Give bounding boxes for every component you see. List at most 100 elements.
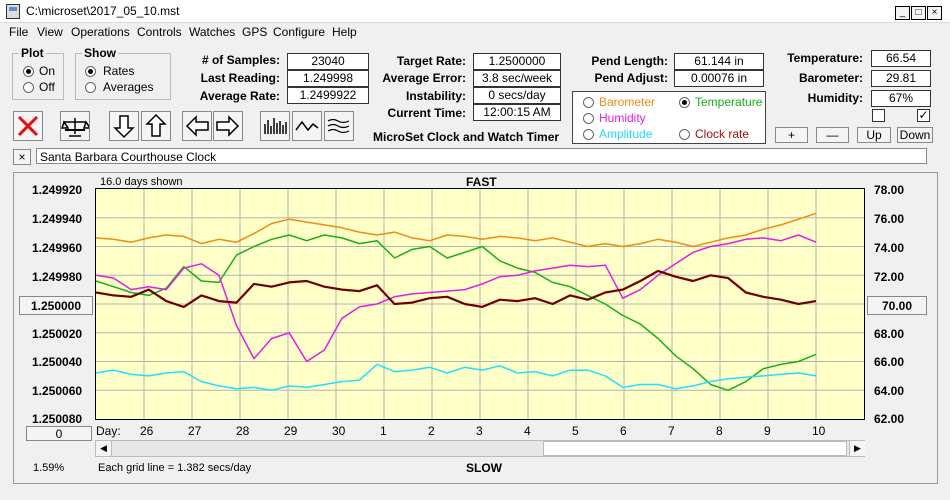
arrow-down-icon [113,115,135,139]
target-rate-label: Target Rate: [396,54,466,68]
days-shown-label: 16.0 days shown [100,176,183,188]
red-x-icon [17,115,39,137]
x-tick-label: 5 [572,424,579,438]
last-reading-label: Last Reading: [200,71,280,85]
temperature-series-line [95,234,817,392]
smooth-wave-icon [327,118,350,134]
y-right-tick: 66.00 [874,355,905,369]
y-right-tick: 74.00 [874,241,905,255]
balance-button[interactable] [60,111,90,141]
horizontal-scrollbar[interactable]: ◀ ▶ [95,440,865,457]
menu-file[interactable]: File [9,25,29,39]
arrow-up-button[interactable] [141,111,171,141]
x-tick-label: 2 [428,424,435,438]
center-rate-button[interactable]: 1.250000 [19,296,93,315]
x-tick-label: 9 [764,424,771,438]
temperature-label: Temperature: [787,51,863,65]
arrow-right-button[interactable] [213,111,243,141]
humidity-radio[interactable] [583,113,594,124]
x-tick-label: 26 [140,424,154,438]
menu-view[interactable]: View [37,25,63,39]
arrow-right-icon [216,115,240,137]
right-center-button[interactable]: 70.00 [867,296,927,315]
chart-plot-area [95,188,865,420]
average-error-label: Average Error: [382,71,466,85]
y-left-tick: 1.250060 [32,384,83,398]
x-tick-label: 10 [812,424,826,438]
show-averages-label: Averages [103,80,154,94]
app-icon [6,4,20,19]
amplitude-radio[interactable] [583,129,594,140]
x-tick-label: 3 [476,424,483,438]
current-time-label: Current Time: [387,106,466,120]
menu-help[interactable]: Help [332,25,357,39]
pend-adjust-value: 0.00076 in [674,70,764,87]
balance-scale-icon [61,118,89,137]
y-right-tick: 62.00 [874,412,905,426]
chart-svg [95,189,864,419]
x-tick-label: 29 [284,424,298,438]
x-tick-label: 4 [524,424,531,438]
menu-gps[interactable]: GPS [242,25,268,39]
show-averages-radio[interactable] [85,82,96,93]
menu-configure[interactable]: Configure [273,25,326,39]
show-rates-label: Rates [103,64,135,78]
scale-down-button[interactable]: Down [897,127,933,143]
smooth-button[interactable] [324,111,354,141]
menu-operations[interactable]: Operations [71,25,130,39]
maximize-button[interactable]: □ [911,6,926,20]
barometer-value: 29.81 [871,70,931,87]
humidity-label: Humidity: [807,91,863,105]
menu-bar: File View Operations Controls Watches GP… [0,23,950,41]
scroll-left-arrow-icon[interactable]: ◀ [96,441,112,456]
y-right-tick: 64.00 [874,384,905,398]
minimize-button[interactable]: _ [895,6,910,20]
scale-plus-button[interactable]: + [775,127,808,143]
option-checkbox-1[interactable] [872,109,885,122]
current-time-value: 12:00:15 AM [473,104,561,121]
plot-on-radio[interactable] [23,66,34,77]
humidity-option-label: Humidity [599,111,646,125]
y-right-tick: 76.00 [874,212,905,226]
clear-x-button[interactable] [13,111,43,141]
pend-length-label: Pend Length: [591,54,668,68]
pend-adjust-label: Pend Adjust: [594,71,668,85]
x-axis-prefix: Day: [96,424,121,438]
chart-panel [13,172,938,484]
plot-off-radio[interactable] [23,82,34,93]
arrow-down-button[interactable] [109,111,139,141]
arrow-left-icon [185,115,209,137]
clock-name-field[interactable]: Santa Barbara Courthouse Clock [36,148,927,164]
wave-button[interactable] [292,111,322,141]
wave-icon [295,120,319,132]
temperature-value: 66.54 [871,50,931,67]
close-clock-button[interactable]: × [13,149,31,165]
average-error-value: 3.8 sec/week [473,70,561,87]
zero-button[interactable]: 0 [26,426,92,441]
scroll-thumb[interactable] [543,441,847,456]
histogram-icon [264,118,287,134]
barometer-radio[interactable] [583,97,594,108]
x-tick-label: 28 [236,424,250,438]
scale-minus-button[interactable]: — [816,127,849,143]
option-checkbox-2[interactable]: ✓ [917,108,930,122]
show-rates-radio[interactable] [85,66,96,77]
samples-label: # of Samples: [201,53,280,67]
menu-watches[interactable]: Watches [189,25,236,39]
y-left-tick: 1.250080 [32,412,83,426]
close-window-button[interactable]: × [927,6,942,20]
scroll-right-arrow-icon[interactable]: ▶ [849,441,865,456]
rate-series-line [95,269,817,309]
y-left-tick: 1.249980 [32,270,83,284]
clock-rate-radio[interactable] [679,129,690,140]
scale-up-button[interactable]: Up [857,127,891,143]
temperature-radio[interactable] [679,97,690,108]
average-rate-value: 1.2499922 [287,87,369,104]
plot-on-label: On [39,64,56,78]
x-tick-label: 1 [380,424,387,438]
histogram-button[interactable] [260,111,290,141]
menu-controls[interactable]: Controls [137,25,182,39]
y-right-tick: 72.00 [874,270,905,284]
samples-value: 23040 [287,53,369,70]
arrow-left-button[interactable] [182,111,212,141]
